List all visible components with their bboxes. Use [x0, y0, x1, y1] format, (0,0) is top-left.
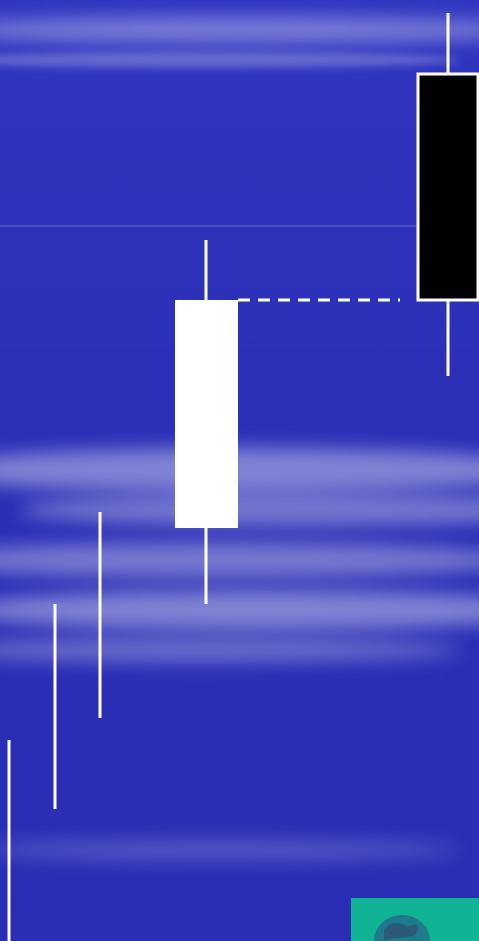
black-candle — [416, 72, 479, 302]
white-candle — [175, 300, 238, 528]
logo — [351, 898, 479, 941]
clouds — [0, 16, 479, 860]
